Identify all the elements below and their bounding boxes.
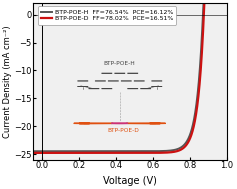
BTP-POE-H  FF=76.54%  PCE=16.12% xyxy=(183,144,186,146)
BTP-POE-D  FF=78.02%  PCE=16.51% xyxy=(186,142,189,144)
BTP-POE-D  FF=78.02%  PCE=16.51% xyxy=(31,152,34,154)
BTP-POE-H  FF=76.54%  PCE=16.12% xyxy=(226,0,228,2)
X-axis label: Voltage (V): Voltage (V) xyxy=(103,176,157,186)
Line: BTP-POE-D  FF=78.02%  PCE=16.51%: BTP-POE-D FF=78.02% PCE=16.51% xyxy=(33,1,227,153)
BTP-POE-H  FF=76.54%  PCE=16.12% xyxy=(51,150,54,152)
BTP-POE-D  FF=78.02%  PCE=16.51% xyxy=(165,151,168,154)
BTP-POE-D  FF=78.02%  PCE=16.51% xyxy=(183,146,186,148)
BTP-POE-H  FF=76.54%  PCE=16.12% xyxy=(31,150,34,152)
Legend: BTP-POE-H  FF=76.54%  PCE=16.12%, BTP-POE-D  FF=78.02%  PCE=16.51%: BTP-POE-H FF=76.54% PCE=16.12%, BTP-POE-… xyxy=(38,6,176,25)
BTP-POE-D  FF=78.02%  PCE=16.51% xyxy=(110,152,113,154)
Text: BTP-POE-D: BTP-POE-D xyxy=(108,128,139,133)
BTP-POE-D  FF=78.02%  PCE=16.51% xyxy=(203,0,206,2)
BTP-POE-D  FF=78.02%  PCE=16.51% xyxy=(226,0,228,2)
Y-axis label: Current Density (mA cm⁻²): Current Density (mA cm⁻²) xyxy=(4,25,13,138)
BTP-POE-H  FF=76.54%  PCE=16.12% xyxy=(165,150,168,152)
BTP-POE-H  FF=76.54%  PCE=16.12% xyxy=(202,0,205,2)
BTP-POE-H  FF=76.54%  PCE=16.12% xyxy=(117,150,120,152)
Text: BTP-POE-H: BTP-POE-H xyxy=(104,61,136,67)
Circle shape xyxy=(111,123,128,124)
BTP-POE-D  FF=78.02%  PCE=16.51% xyxy=(117,152,120,154)
BTP-POE-H  FF=76.54%  PCE=16.12% xyxy=(110,150,113,152)
BTP-POE-D  FF=78.02%  PCE=16.51% xyxy=(51,152,54,154)
BTP-POE-H  FF=76.54%  PCE=16.12% xyxy=(186,139,189,141)
Line: BTP-POE-H  FF=76.54%  PCE=16.12%: BTP-POE-H FF=76.54% PCE=16.12% xyxy=(33,1,227,151)
